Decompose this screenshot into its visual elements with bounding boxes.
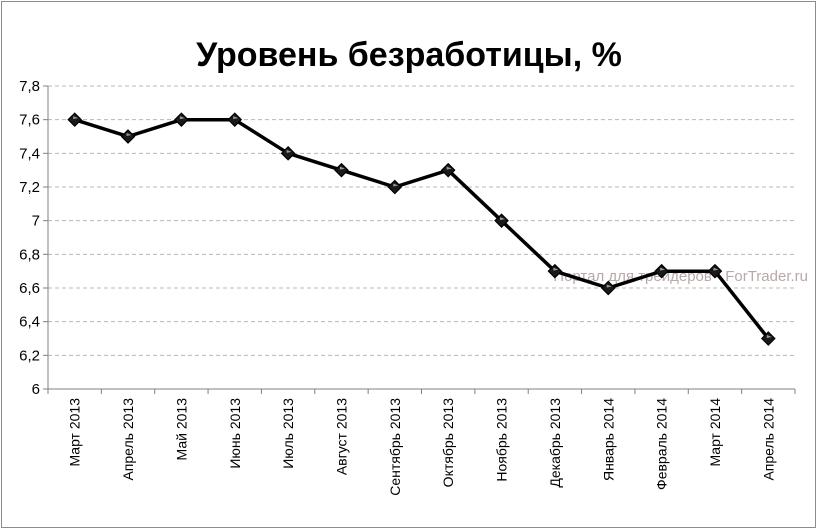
data-point (654, 263, 669, 279)
x-tick-label: Май 2013 (173, 398, 189, 461)
y-tick-label: 7,4 (19, 145, 40, 162)
data-point (547, 263, 563, 279)
data-point (600, 280, 616, 296)
data-point-highlight (713, 267, 719, 271)
y-tick-label: 7,8 (19, 78, 40, 95)
data-point-highlight (233, 116, 239, 120)
data-point-highlight (126, 133, 132, 136)
data-point (760, 331, 776, 346)
series-unemployment (67, 112, 776, 346)
x-tick-label: Апрель 2014 (760, 398, 776, 481)
x-tick-label: Июль 2013 (280, 398, 296, 469)
x-tick-label: Октябрь 2013 (440, 398, 456, 488)
y-tick-label: 7 (32, 213, 40, 230)
data-point-highlight (500, 217, 506, 221)
chart-title: Уровень безработицы, % (196, 36, 622, 74)
data-point (280, 145, 296, 161)
data-point (67, 112, 83, 128)
data-point-highlight (446, 166, 452, 170)
watermark: Портал для трейдеров - ForTrader.ru (553, 268, 808, 285)
y-tick-label: 7,2 (19, 179, 40, 196)
axes (43, 85, 796, 394)
y-tick-label: 6,6 (19, 280, 40, 297)
data-point (334, 162, 349, 178)
gridlines (48, 85, 795, 356)
x-axis-ticks: Март 2013 Апрель 2013 Май 2013 Июнь 2013 Июл… (67, 398, 777, 496)
data-point-highlight (73, 116, 79, 120)
data-point-highlight (766, 335, 772, 338)
data-point (120, 129, 136, 144)
y-tick-label: 6,4 (19, 314, 40, 331)
data-point-highlight (286, 149, 292, 153)
y-tick-label: 6 (32, 381, 40, 398)
data-point-highlight (339, 166, 345, 170)
x-tick-label: Февраль 2014 (654, 398, 670, 490)
y-tick-label: 6,2 (19, 347, 40, 364)
data-point (174, 112, 189, 128)
x-tick-label: Ноябрь 2013 (494, 398, 510, 482)
y-tick-label: 7,6 (19, 112, 40, 129)
data-point (387, 179, 403, 195)
y-tick-label: 6,8 (19, 246, 40, 263)
data-point-highlight (553, 267, 559, 271)
data-point-highlight (179, 116, 185, 120)
x-tick-label: Апрель 2013 (120, 398, 136, 481)
x-tick-label: Март 2014 (707, 398, 723, 467)
x-tick-label: Август 2013 (333, 398, 349, 475)
x-tick-label: Декабрь 2013 (547, 398, 563, 488)
data-point (494, 213, 509, 229)
series-line (74, 117, 770, 340)
data-point (707, 263, 723, 279)
x-tick-label: Сентябрь 2013 (387, 398, 403, 496)
data-point (227, 112, 243, 128)
data-point-highlight (393, 183, 399, 187)
x-tick-label: Июнь 2013 (227, 398, 243, 469)
x-tick-label: Март 2013 (67, 398, 83, 467)
data-point (440, 162, 456, 178)
y-axis-ticks: 6 6,2 6,4 6,6 6,8 7 7,2 7,4 7,6 7,8 (19, 78, 40, 398)
x-tick-label: Январь 2014 (600, 398, 616, 481)
data-point-highlight (660, 267, 666, 271)
data-point-highlight (606, 284, 612, 288)
